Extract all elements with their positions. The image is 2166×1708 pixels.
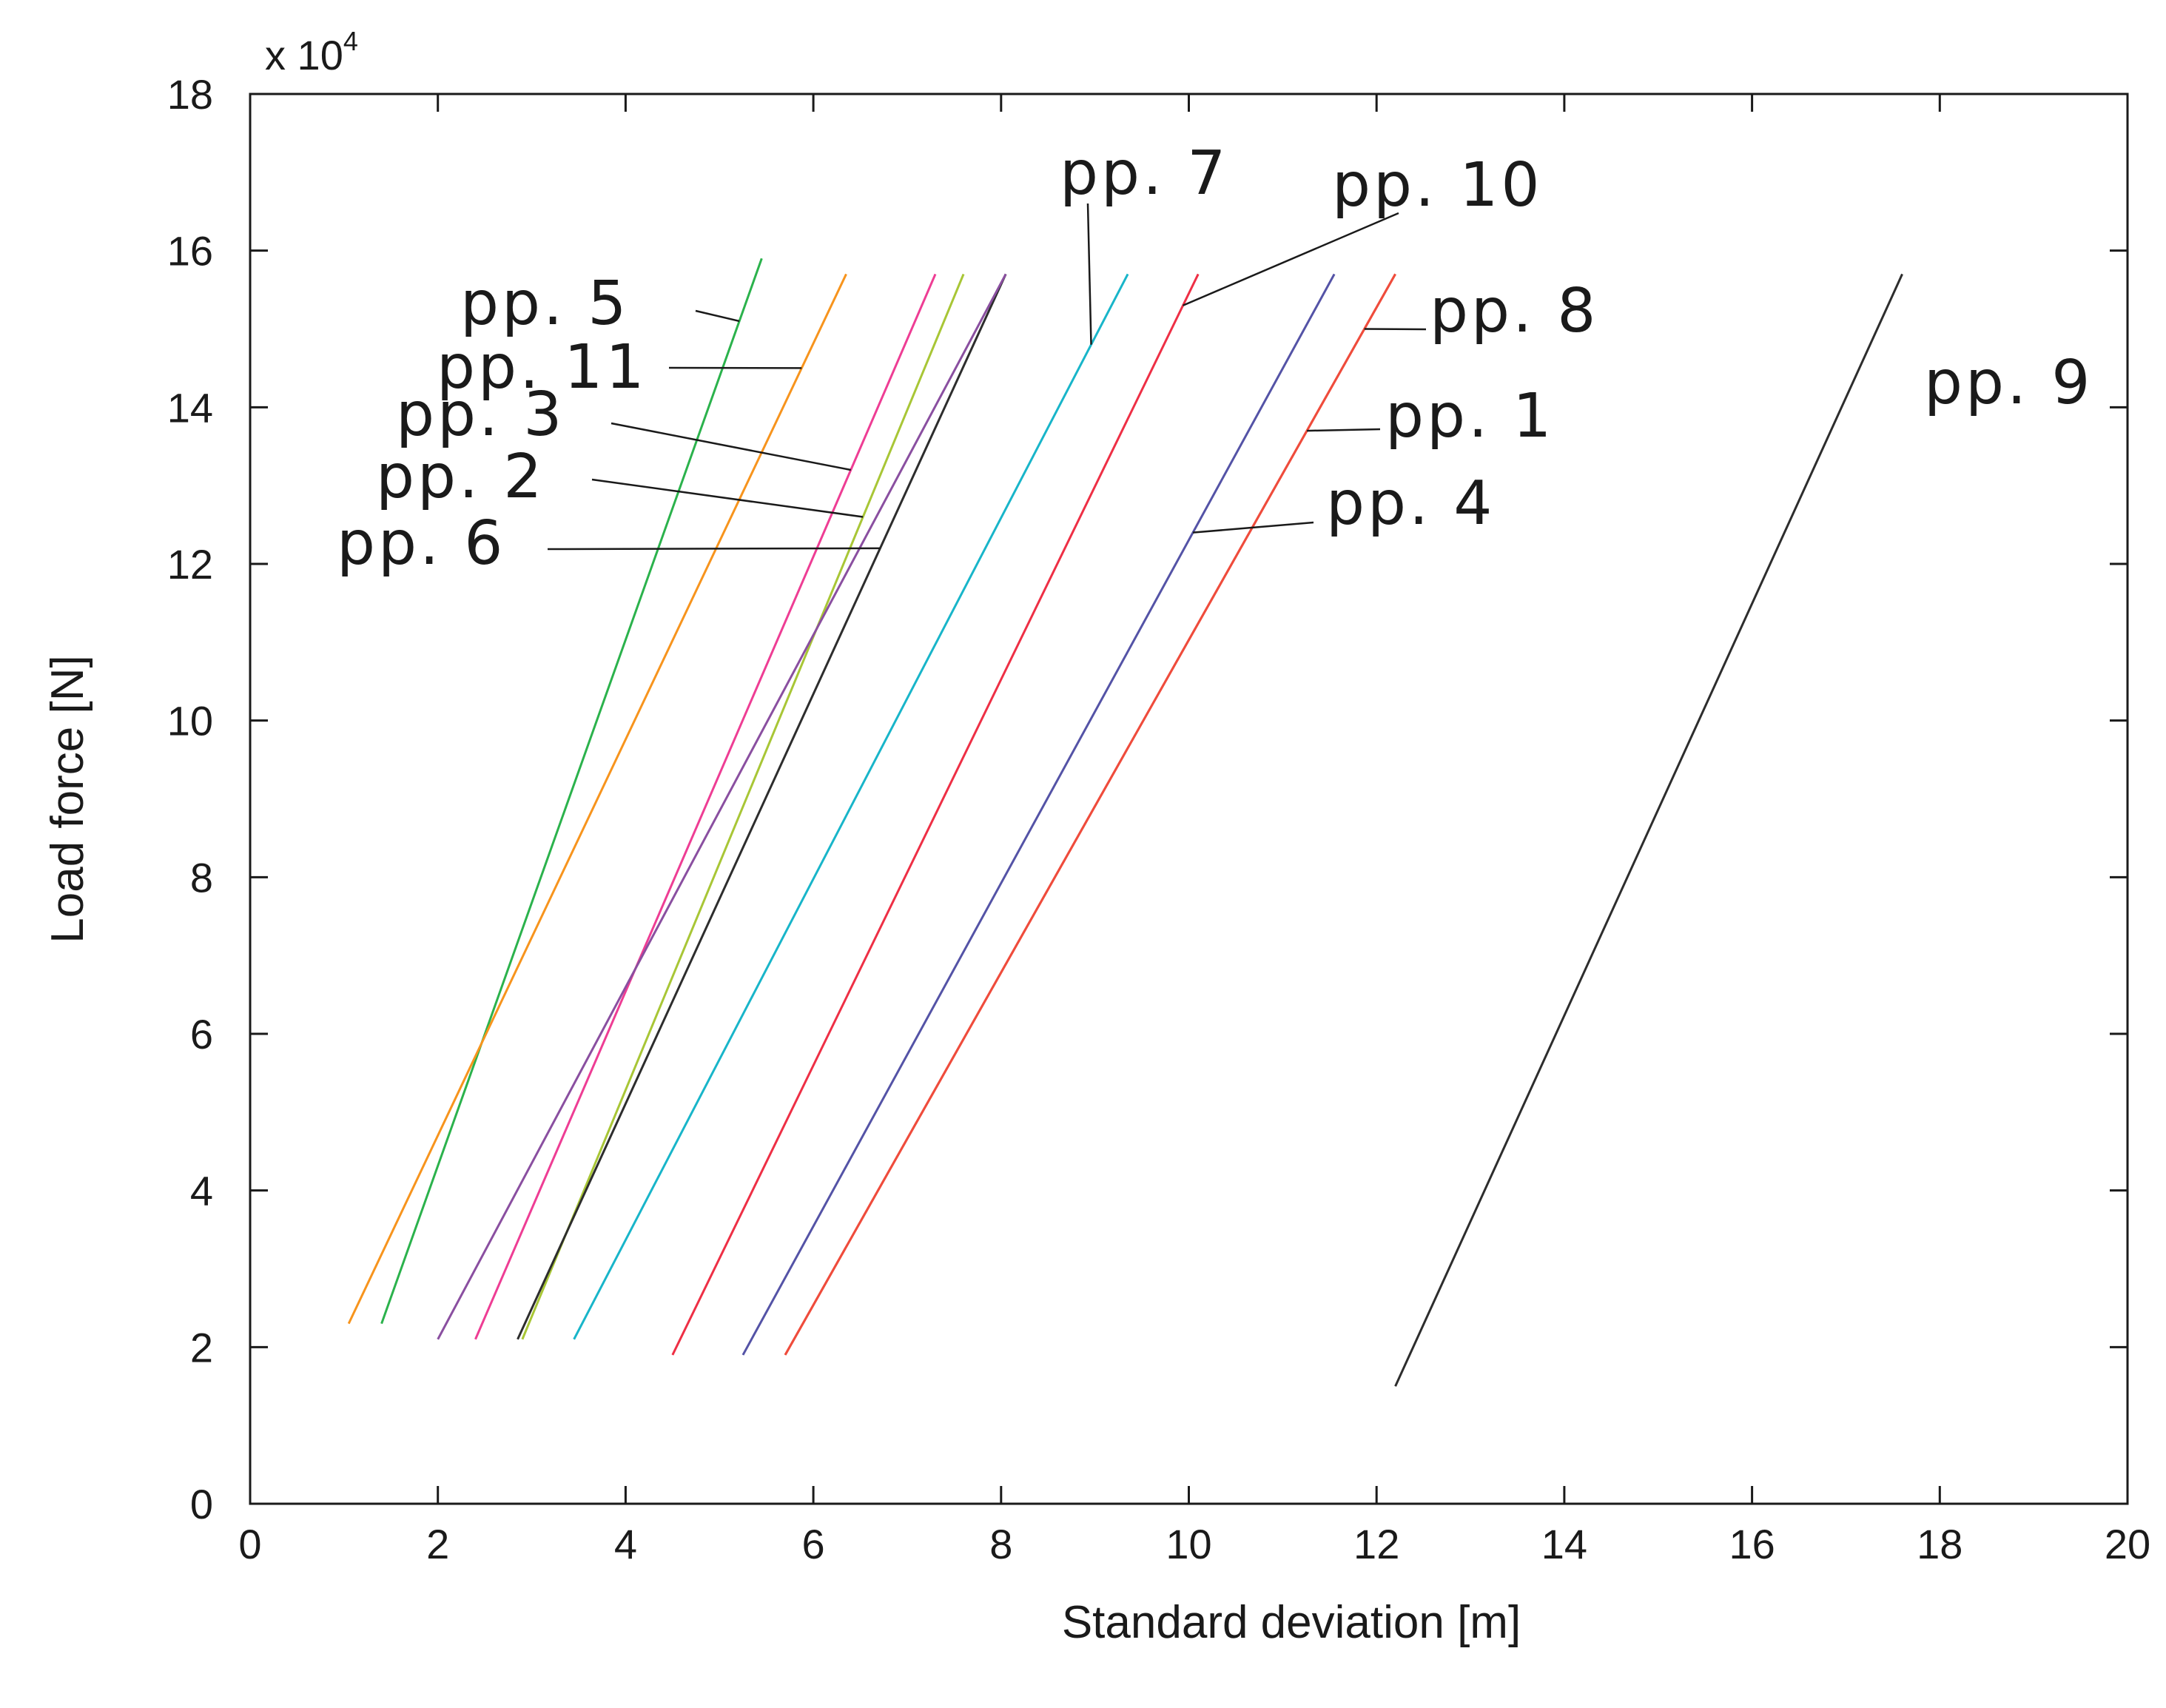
label-leaders	[547, 203, 1427, 551]
series-label: pp. 5	[460, 269, 629, 339]
y-tick-label: 10	[167, 698, 213, 744]
x-tick-label: 20	[2105, 1521, 2150, 1567]
series-line-pp6	[517, 273, 1007, 1340]
y-axis-title: Load force [N]	[42, 655, 93, 943]
series-line-pp7	[573, 273, 1129, 1340]
series-line-pp10	[671, 273, 1200, 1356]
series-label: pp. 6	[337, 508, 505, 579]
y-tick-label: 16	[167, 228, 213, 275]
series-line-unlabeled	[437, 273, 1007, 1340]
series-label: pp. 7	[1060, 138, 1228, 209]
series-label: pp. 8	[1430, 276, 1598, 346]
x-tick-label: 16	[1729, 1521, 1775, 1567]
series-line-pp11	[347, 273, 847, 1325]
leader-line	[1364, 328, 1427, 331]
series-label: pp. 11	[437, 332, 648, 403]
leader-line	[695, 309, 740, 323]
x-tick-label: 18	[1917, 1521, 1962, 1567]
leader-line	[591, 478, 864, 518]
series-label: pp. 2	[376, 442, 545, 512]
x-tick-label: 14	[1541, 1521, 1587, 1567]
leader-line	[547, 547, 881, 551]
series-label: pp. 9	[1924, 348, 2093, 418]
y-tick-label: 8	[190, 854, 213, 901]
x-tick-label: 2	[426, 1521, 449, 1567]
series-line-pp4	[741, 273, 1336, 1356]
leader-line	[1086, 203, 1092, 345]
x-tick-label: 12	[1353, 1521, 1399, 1567]
y-multiplier: x 104	[265, 26, 358, 78]
y-tick-label: 18	[167, 71, 213, 118]
x-tick-label: 0	[238, 1521, 261, 1567]
y-tick-label: 14	[167, 384, 213, 431]
series-lines	[347, 258, 1903, 1387]
leader-line	[1192, 521, 1314, 534]
y-tick-label: 6	[190, 1011, 213, 1058]
ticks: 0 2 4 6 8 10 12 14 16 18 20 0 2 4 6 8 10 12 14 16 18	[167, 71, 2150, 1567]
series-label: pp. 3	[396, 380, 565, 450]
leader-line	[611, 422, 851, 471]
series-line-pp9	[1394, 273, 1903, 1387]
x-tick-label: 8	[989, 1521, 1012, 1567]
y-tick-label: 0	[190, 1481, 213, 1527]
series-label: pp. 1	[1385, 381, 1554, 451]
series-label: pp. 10	[1332, 150, 1543, 221]
x-tick-label: 6	[802, 1521, 825, 1567]
leader-line	[1183, 212, 1399, 306]
series-line-pp8	[784, 273, 1396, 1356]
y-tick-label: 4	[190, 1168, 213, 1214]
y-tick-label: 12	[167, 541, 213, 588]
x-tick-label: 10	[1166, 1521, 1211, 1567]
series-line-pp2	[521, 273, 965, 1340]
series-line-pp5	[380, 258, 763, 1325]
x-tick-label: 4	[614, 1521, 637, 1567]
leader-line	[1307, 428, 1381, 432]
x-axis-title: Standard deviation [m]	[1062, 1597, 1521, 1648]
series-label: pp. 4	[1326, 468, 1495, 539]
series-line-pp3	[474, 273, 937, 1340]
y-tick-label: 2	[190, 1324, 213, 1371]
